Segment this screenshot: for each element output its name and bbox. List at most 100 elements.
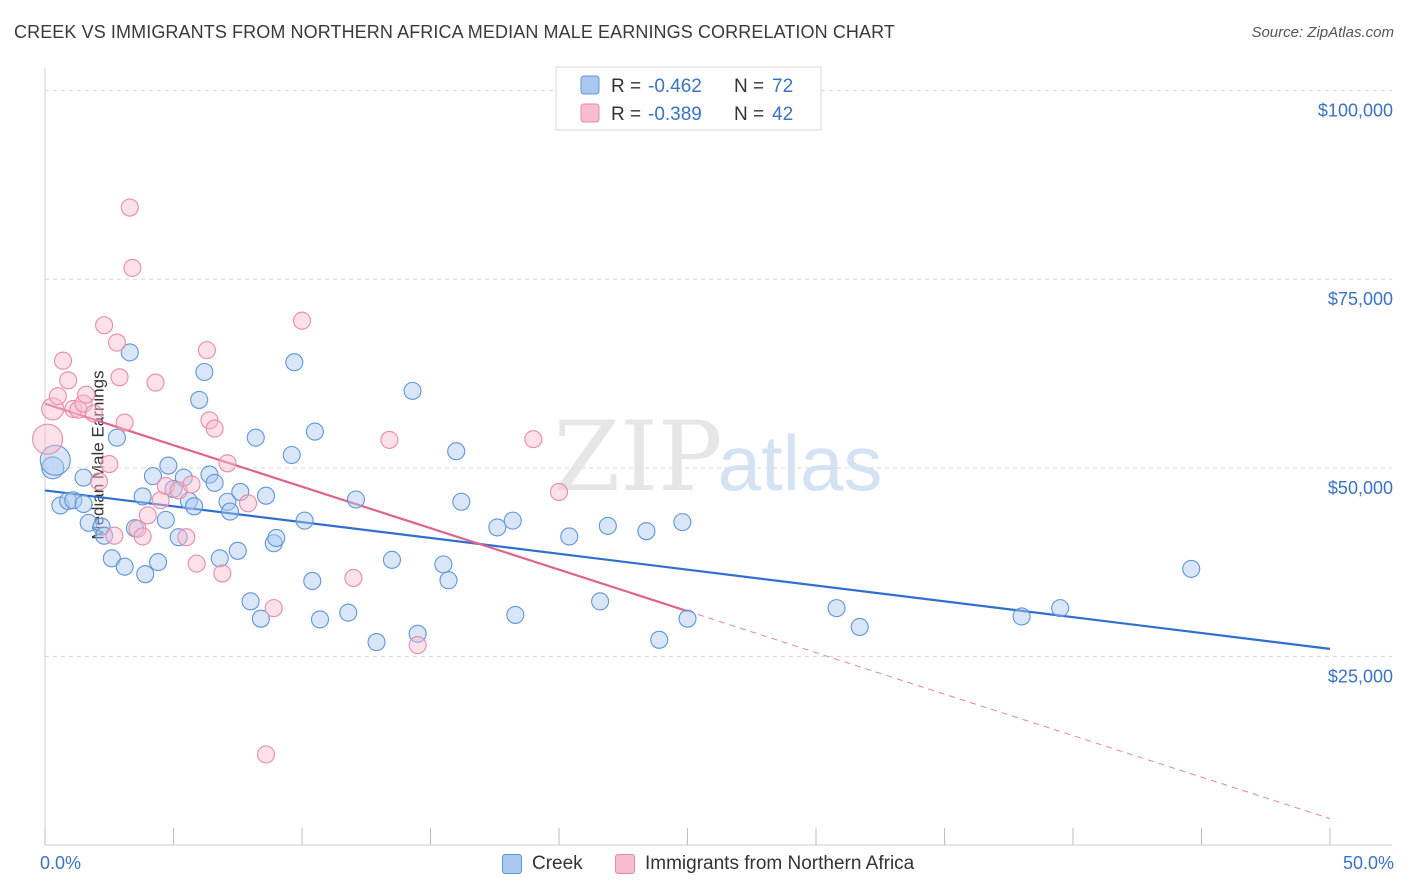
point-immigrants	[524, 430, 543, 449]
axes	[44, 68, 1392, 846]
legend-n-value-creek: 72	[772, 76, 793, 97]
legend-bottom: Creek Immigrants from Northern Africa	[0, 850, 1406, 880]
point-creek	[95, 526, 114, 545]
point-immigrants	[59, 371, 78, 390]
y-tick-label: $25,000	[1328, 666, 1393, 686]
point-creek	[210, 549, 229, 568]
point-immigrants	[133, 527, 152, 546]
point-immigrants	[110, 368, 129, 387]
legend-swatch-immigrants	[580, 103, 600, 123]
point-immigrants	[48, 387, 67, 406]
point-creek	[115, 557, 134, 576]
point-creek	[228, 541, 247, 560]
point-immigrants	[205, 419, 224, 438]
legend-box	[555, 66, 822, 131]
trend-line-extension-1	[687, 610, 1331, 820]
point-creek	[59, 491, 78, 511]
legend-r-value-creek: -0.462	[648, 76, 702, 97]
point-creek	[102, 549, 121, 568]
point-creek	[346, 490, 366, 509]
point-immigrants	[182, 475, 201, 494]
point-creek	[195, 362, 214, 382]
point-creek	[190, 390, 209, 409]
point-creek	[598, 516, 617, 535]
data-points	[32, 198, 1201, 764]
legend-label-immigrants: Immigrants from Northern Africa	[645, 853, 915, 874]
point-immigrants	[213, 564, 232, 583]
point-creek	[264, 534, 283, 553]
point-creek	[205, 473, 224, 492]
point-creek	[169, 528, 188, 547]
point-immigrants	[100, 454, 119, 474]
point-creek	[136, 565, 155, 584]
legend-n-value-immigrants: 42	[772, 104, 793, 125]
legend-item-creek: Creek	[502, 853, 583, 875]
x-tick-label: 0.0%	[40, 853, 81, 873]
x-tick-labels: 0.0% 50.0%	[40, 853, 1394, 873]
point-creek	[673, 513, 692, 532]
point-immigrants	[77, 385, 96, 404]
point-creek	[185, 497, 204, 516]
point-creek	[650, 630, 669, 649]
point-immigrants	[69, 400, 88, 419]
point-immigrants	[380, 430, 399, 449]
point-creek	[1051, 599, 1070, 618]
point-immigrants	[187, 554, 206, 573]
legend-r-label-creek: R =	[611, 76, 641, 97]
point-creek	[339, 603, 358, 622]
point-immigrants	[177, 528, 196, 547]
point-immigrants	[151, 491, 170, 510]
point-creek	[439, 571, 458, 590]
point-immigrants	[549, 482, 569, 502]
y-tick-label: $100,000	[1318, 101, 1393, 121]
point-creek	[143, 467, 162, 486]
point-immigrants	[41, 397, 65, 421]
point-creek	[850, 617, 869, 637]
legend-swatch-creek-bottom	[502, 854, 522, 874]
point-creek	[367, 633, 386, 652]
point-creek	[382, 550, 402, 569]
legend-swatch-immigrants-bottom	[615, 854, 635, 874]
point-immigrants	[264, 599, 283, 618]
chart-title: CREEK VS IMMIGRANTS FROM NORTHERN AFRICA…	[14, 22, 896, 42]
point-immigrants	[238, 494, 258, 513]
point-immigrants	[197, 341, 216, 360]
y-tick-labels: $25,000 $50,000 $75,000 $100,000	[1318, 101, 1393, 687]
point-creek	[107, 428, 127, 447]
point-immigrants	[344, 568, 363, 588]
point-creek	[1012, 607, 1031, 626]
point-creek	[591, 592, 610, 611]
point-immigrants	[32, 423, 64, 455]
point-creek	[303, 571, 322, 591]
legend-n-label-immigrants: N =	[734, 104, 764, 125]
point-creek	[434, 555, 453, 574]
grid-lines	[45, 90, 1392, 657]
point-creek	[64, 491, 83, 510]
trend-lines	[44, 402, 1331, 820]
point-creek	[241, 592, 260, 611]
point-creek	[488, 518, 507, 537]
point-creek	[452, 492, 471, 511]
point-creek	[560, 527, 579, 546]
point-creek	[295, 511, 314, 530]
point-creek	[220, 502, 240, 521]
watermark: ZIP atlas	[553, 401, 882, 513]
point-immigrants	[84, 404, 103, 423]
point-creek	[447, 442, 466, 461]
point-immigrants	[138, 506, 157, 525]
watermark-zip: ZIP	[553, 401, 722, 513]
point-immigrants	[256, 745, 276, 764]
point-immigrants	[105, 526, 124, 545]
point-immigrants	[95, 316, 114, 335]
legend-r-value-immigrants: -0.389	[648, 104, 702, 125]
point-immigrants	[115, 413, 134, 432]
point-creek	[637, 522, 656, 541]
point-creek	[282, 445, 301, 465]
watermark-atlas: atlas	[718, 419, 883, 507]
point-creek	[251, 609, 270, 628]
point-creek	[133, 487, 152, 506]
point-creek	[74, 494, 93, 514]
point-creek	[246, 428, 265, 447]
point-creek	[310, 610, 330, 629]
